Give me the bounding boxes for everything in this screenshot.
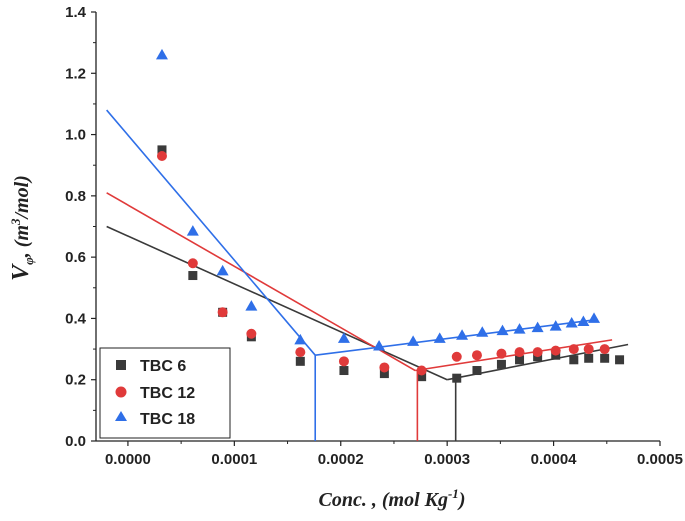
point-tbc-18 [373,340,386,351]
point-tbc-12 [583,344,594,355]
x-axis-title-text: Conc. , (mol Kg [319,489,448,511]
legend-marker-tbc-18 [115,411,127,421]
legend-label-tbc-18: TBC 18 [140,411,195,428]
fit-line-tbc-18-1 [106,109,316,356]
legend-label-tbc-6: TBC 6 [140,358,186,375]
point-tbc-18 [407,335,420,346]
y-axis-title-subscript: φ [21,257,36,265]
point-tbc-12 [550,345,561,356]
y-tick-label: 1.0 [65,127,86,144]
point-tbc-18 [155,48,168,60]
x-axis-title-end: ) [457,489,466,511]
x-tick-label: 0.0005 [637,451,683,468]
y-axis-title-unit: , (m [11,225,33,258]
fit-line-tbc-12-1 [106,192,416,372]
point-tbc-18 [476,326,489,337]
point-tbc-6 [379,369,389,379]
point-tbc-18 [216,264,229,276]
y-axis-title-superscript: 3 [8,218,23,226]
y-tick-label: 0.2 [65,372,86,389]
point-tbc-18 [294,333,307,345]
plot-area: 0.0 0.2 0.4 0.6 0.8 1.0 1.2 1.4 0.0000 0.0001 0.00… [65,4,683,468]
point-tbc-12 [568,344,579,355]
point-tbc-18 [588,312,601,323]
x-axis-title-superscript: -1 [448,486,459,501]
x-tick-label: 0.0001 [211,451,257,468]
point-tbc-6 [295,356,305,366]
point-tbc-6 [157,145,167,155]
point-tbc-12 [532,347,543,358]
point-tbc-18 [496,324,509,336]
point-tbc-18 [186,225,199,236]
y-tick-label: 1.2 [65,65,86,82]
point-tbc-12 [295,347,306,358]
fit-line-tbc-18-2 [315,319,595,356]
point-tbc-18 [513,323,526,334]
y-tick-label: 0.0 [65,433,86,450]
point-tbc-12 [416,365,427,376]
y-axis-title-unit-end: /mol) [11,175,33,220]
point-tbc-6 [188,271,198,281]
point-tbc-12 [338,356,349,367]
y-axis-title: Vφ, (m3/mol) [8,175,36,281]
y-tick-label: 1.4 [65,4,87,21]
legend: TBC 6 TBC 12 TBC 18 [99,347,231,439]
point-tbc-12 [217,307,228,318]
point-tbc-6 [417,372,427,382]
y-tick-label: 0.4 [65,310,87,327]
y-tick-label: 0.8 [65,188,86,205]
point-tbc-6 [452,373,462,383]
x-axis-title: Conc. , (mol Kg-1) [319,486,466,511]
point-tbc-12 [496,348,507,359]
x-tick-label: 0.0004 [531,451,578,468]
point-tbc-18 [245,300,258,311]
point-tbc-12 [379,362,390,373]
point-tbc-6 [584,353,594,363]
point-tbc-18 [565,317,578,328]
x-tick-label: 0.0002 [318,451,364,468]
x-tick-label: 0.0003 [424,451,470,468]
legend-marker-tbc-6 [116,360,126,370]
point-tbc-18 [456,329,469,340]
point-tbc-12 [451,351,462,362]
legend-marker-tbc-12 [115,386,127,398]
point-tbc-18 [531,321,544,333]
point-tbc-6 [472,366,482,376]
y-axis-title-symbol: V [8,263,34,281]
point-tbc-18 [433,332,446,343]
point-tbc-18 [337,332,350,343]
point-tbc-6 [496,359,506,369]
x-tick-label: 0.0000 [105,451,151,468]
point-tbc-12 [471,350,482,361]
fit-line-tbc-6-1 [106,225,448,381]
point-tbc-6 [339,366,349,376]
point-tbc-12 [246,328,257,339]
point-tbc-12 [156,151,167,162]
fit-line-tbc-12-2 [415,339,613,372]
point-tbc-18 [549,320,562,331]
point-tbc-18 [577,315,590,326]
point-tbc-6 [600,353,610,363]
point-tbc-12 [187,258,198,269]
point-tbc-6 [515,355,525,365]
point-tbc-6 [615,355,625,365]
point-tbc-6 [569,355,579,365]
legend-label-tbc-12: TBC 12 [140,385,195,402]
point-tbc-12 [599,344,610,355]
y-tick-label: 0.6 [65,249,86,266]
point-tbc-12 [514,347,525,358]
